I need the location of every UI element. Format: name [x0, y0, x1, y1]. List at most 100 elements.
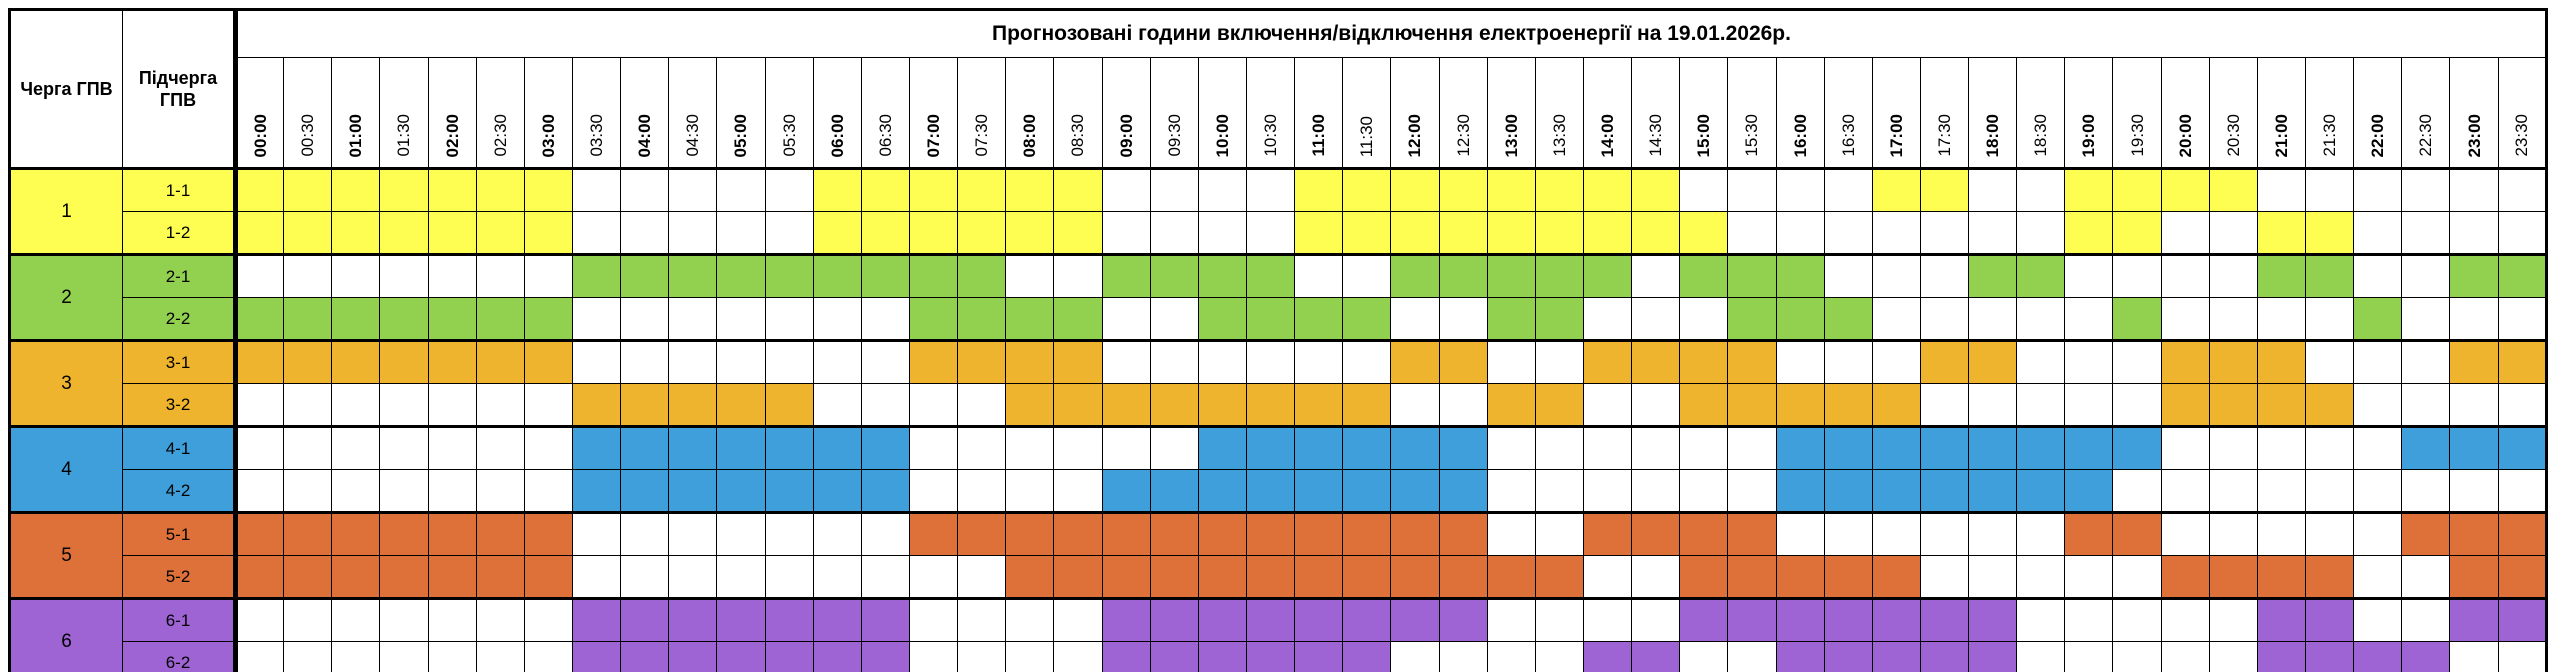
time-header-cell: 07:00	[908, 57, 959, 169]
slot-cell	[764, 425, 814, 470]
slot-cell	[1919, 167, 1970, 212]
slot-cell	[1631, 641, 1681, 672]
slot-cell	[2112, 167, 2162, 212]
slot-cell	[1245, 511, 1296, 556]
slot-cell	[764, 469, 814, 513]
slot-cell	[2064, 253, 2114, 298]
slot-cell	[1919, 555, 1970, 599]
slot-cell	[1197, 297, 1247, 341]
slot-cell	[2353, 469, 2403, 513]
slot-cell	[1390, 339, 1440, 384]
slot-cell	[1486, 383, 1536, 427]
time-label: 13:00	[1501, 113, 1521, 157]
slot-cell	[1053, 597, 1103, 642]
slot-cell	[620, 425, 670, 470]
time-header-cell: 09:30	[1149, 57, 1199, 169]
slot-cell	[2256, 511, 2307, 556]
slot-cell	[2305, 597, 2355, 642]
slot-cell	[1390, 555, 1440, 599]
slot-cell	[2497, 167, 2548, 212]
slot-cell	[2160, 167, 2210, 212]
queue-cell: 2	[9, 253, 123, 341]
slot-cell	[1582, 555, 1633, 599]
slot-cell	[1534, 253, 1584, 298]
slot-cell	[331, 253, 381, 298]
slot-cell	[957, 211, 1007, 255]
slot-cell	[283, 511, 333, 556]
table-row: 5 5-1	[9, 511, 2548, 599]
slot-cell	[379, 339, 429, 384]
slot-cell	[1534, 597, 1584, 642]
time-header-cell: 23:30	[2497, 57, 2548, 169]
slot-cell	[2256, 469, 2307, 513]
slot-cell	[2016, 297, 2066, 341]
slot-cell	[1679, 253, 1729, 298]
slot-cell	[1390, 167, 1440, 212]
slot-cell	[2353, 297, 2403, 341]
slot-cell	[1197, 383, 1247, 427]
slot-cell	[812, 425, 862, 470]
slot-cell	[523, 597, 573, 642]
time-label: 11:30	[1357, 115, 1377, 157]
slot-cell	[2160, 511, 2210, 556]
slot-cell	[1919, 297, 1970, 341]
slot-cell	[1197, 555, 1247, 599]
table-row: 1-2	[10, 211, 2548, 255]
slot-cell	[1245, 383, 1296, 427]
time-header-cell: 08:30	[1053, 57, 1103, 169]
slot-cell	[716, 297, 766, 341]
slot-cell	[1294, 297, 1344, 341]
slot-cell	[1727, 383, 1777, 427]
time-label: 01:00	[346, 113, 366, 157]
slot-cell	[379, 555, 429, 599]
slot-cell	[860, 297, 910, 341]
slot-cell	[1775, 297, 1825, 341]
slot-cell	[1968, 211, 2018, 255]
slot-cell	[2160, 641, 2210, 672]
slot-cell	[1631, 511, 1681, 556]
time-label: 18:30	[2031, 114, 2051, 157]
slot-cell	[1534, 469, 1584, 513]
time-header-cell: 09:00	[1101, 57, 1151, 169]
slot-cell	[1679, 511, 1729, 556]
slot-cell	[1919, 469, 1970, 513]
slot-cell	[2305, 383, 2355, 427]
slot-cell	[2305, 641, 2355, 672]
slot-cell	[2112, 425, 2162, 470]
time-label: 01:30	[394, 114, 414, 157]
slot-cell	[1968, 297, 2018, 341]
slot-cell	[2064, 425, 2114, 470]
slot-cell	[1245, 167, 1296, 212]
subqueue-cell: 4-2	[122, 469, 236, 513]
slot-cell	[1438, 297, 1488, 341]
slot-cell	[1245, 339, 1296, 384]
time-label: 21:30	[2320, 114, 2340, 157]
slot-cell	[620, 597, 670, 642]
time-header-cell: 12:30	[1438, 57, 1488, 169]
slot-cell	[812, 167, 862, 212]
time-header-cell: 22:00	[2353, 57, 2403, 169]
slot-cell	[812, 511, 862, 556]
slot-cell	[2353, 211, 2403, 255]
slot-cell	[1534, 383, 1584, 427]
slot-cell	[1919, 511, 1970, 556]
slot-cell	[1245, 469, 1296, 513]
slot-cell	[908, 339, 959, 384]
table-row: 3 3-1	[9, 339, 2548, 427]
slot-cell	[1871, 167, 1921, 212]
slot-cell	[812, 469, 862, 513]
subqueue-cell: 2-1	[122, 253, 236, 298]
slot-cell	[764, 211, 814, 255]
time-header-cell: 18:00	[1968, 57, 2018, 169]
subqueue-cell: 2-2	[122, 297, 236, 341]
slot-cell	[1679, 597, 1729, 642]
slot-cell	[1101, 339, 1151, 384]
slot-cell	[2064, 597, 2114, 642]
slot-cell	[812, 555, 862, 599]
time-label: 00:00	[251, 113, 271, 157]
time-header-cell: 13:00	[1486, 57, 1536, 169]
slot-cell	[668, 339, 718, 384]
slot-cell	[1053, 383, 1103, 427]
slot-cell	[2497, 425, 2548, 470]
